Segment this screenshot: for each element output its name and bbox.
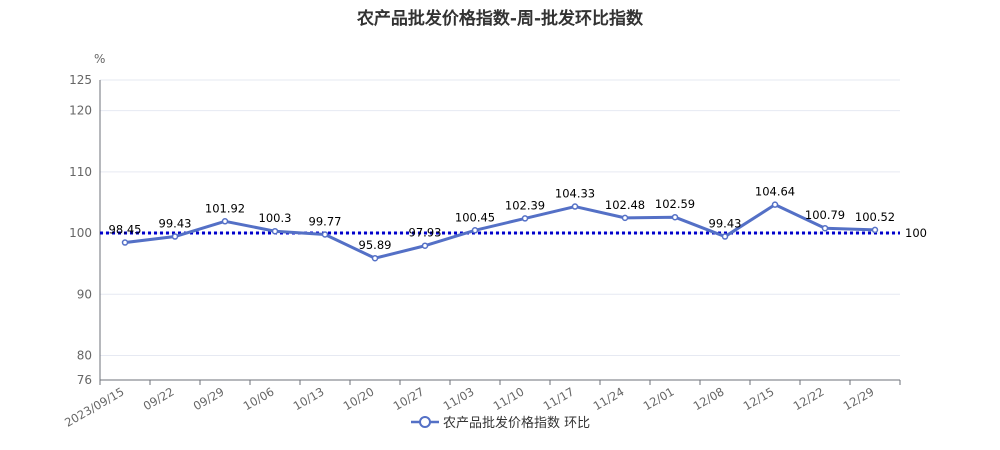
x-tick-label: 2023/09/15 — [62, 384, 126, 429]
chart-title: 农产品批发价格指数-周-批发环比指数 — [356, 9, 644, 29]
x-tick-label: 12/15 — [741, 384, 777, 413]
y-tick-label: 100 — [69, 226, 92, 240]
x-tick-label: 11/03 — [441, 384, 477, 413]
data-label: 100.3 — [259, 211, 292, 225]
data-point[interactable] — [571, 203, 579, 210]
y-tick-label: 120 — [69, 104, 92, 118]
data-label: 100.45 — [455, 210, 495, 224]
data-label: 99.43 — [709, 217, 742, 231]
data-point[interactable] — [471, 227, 479, 234]
x-tick-label: 12/22 — [791, 384, 827, 413]
x-tick-label: 10/06 — [241, 384, 277, 413]
x-tick-label: 11/10 — [491, 384, 527, 413]
y-tick-label: 76 — [77, 373, 92, 387]
x-tick-label: 11/17 — [541, 384, 577, 413]
data-point[interactable] — [271, 227, 279, 235]
data-label: 98.45 — [109, 223, 142, 237]
x-tick-label: 10/13 — [291, 384, 327, 413]
data-point[interactable] — [671, 213, 679, 221]
data-point[interactable] — [321, 231, 329, 238]
data-label: 100.52 — [855, 210, 895, 224]
data-label: 95.89 — [359, 238, 392, 252]
x-tick-label: 09/29 — [191, 384, 227, 413]
data-label: 100.79 — [805, 208, 845, 222]
data-point[interactable] — [521, 215, 529, 222]
data-label: 104.33 — [555, 187, 595, 201]
x-tick-label: 12/08 — [691, 384, 727, 413]
data-point[interactable] — [421, 242, 429, 249]
data-point[interactable] — [771, 201, 779, 208]
data-point[interactable] — [221, 218, 229, 225]
x-tick-label: 10/27 — [391, 384, 427, 413]
data-point[interactable] — [121, 239, 129, 246]
data-label: 102.48 — [605, 198, 645, 212]
data-point[interactable] — [721, 233, 729, 240]
x-tick-label: 11/24 — [591, 384, 627, 413]
reference-line-label: 100 — [905, 226, 927, 240]
data-label: 101.92 — [205, 201, 245, 215]
legend-label[interactable]: 农产品批发价格指数 环比 — [443, 415, 590, 431]
data-point[interactable] — [371, 254, 379, 262]
y-tick-label: 80 — [77, 349, 92, 363]
x-tick-label: 10/20 — [341, 384, 377, 413]
data-point[interactable] — [621, 214, 629, 222]
data-label: 102.39 — [505, 198, 545, 212]
y-axis-unit-label: % — [94, 52, 106, 66]
y-tick-label: 125 — [69, 73, 92, 87]
data-point[interactable] — [821, 224, 829, 232]
y-tick-label: 90 — [77, 287, 92, 301]
legend-marker-icon — [419, 416, 431, 428]
y-tick-label: 110 — [69, 165, 92, 179]
data-label: 99.43 — [159, 217, 192, 231]
data-label: 102.59 — [655, 197, 695, 211]
data-label: 99.77 — [309, 214, 342, 228]
x-tick-label: 12/29 — [841, 384, 877, 413]
x-tick-label: 12/01 — [641, 384, 677, 413]
series-line — [124, 203, 876, 260]
data-label: 97.93 — [409, 226, 442, 240]
data-point[interactable] — [871, 226, 879, 234]
data-label: 104.64 — [755, 185, 795, 199]
data-point[interactable] — [171, 233, 179, 240]
x-tick-label: 09/22 — [141, 384, 177, 413]
